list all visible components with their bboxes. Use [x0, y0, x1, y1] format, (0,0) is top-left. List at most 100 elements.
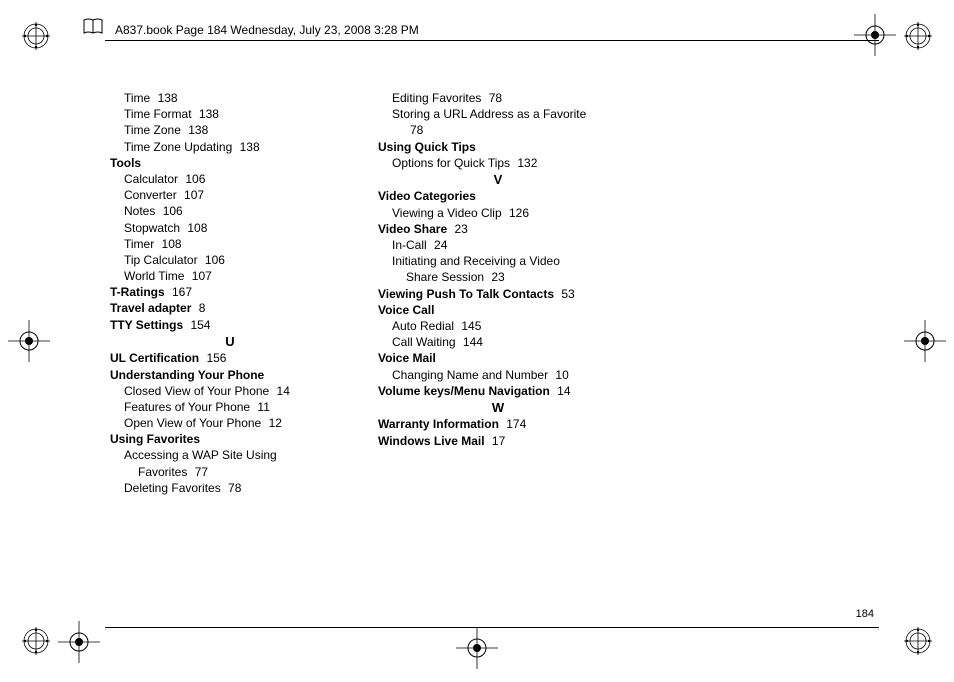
index-subentry: Editing Favorites 78 — [378, 90, 618, 106]
index-heading-text: Windows Live Mail — [378, 434, 485, 448]
index-subentry-text: Call Waiting — [392, 335, 456, 349]
index-subentry-text: Favorites — [138, 465, 187, 479]
index-heading: Travel adapter 8 — [110, 300, 350, 316]
index-page-ref: 78 — [485, 91, 502, 105]
index-heading: Video Categories — [378, 188, 618, 204]
index-page-ref: 167 — [169, 285, 192, 299]
index-subentry-text: Storing a URL Address as a Favorite — [392, 107, 586, 121]
index-heading-text: UL Certification — [110, 351, 199, 365]
index-subentry-text: Deleting Favorites — [124, 481, 221, 495]
crop-mark-mb — [456, 627, 498, 674]
index-subentry-text: Open View of Your Phone — [124, 416, 261, 430]
index-page-ref: 174 — [503, 417, 526, 431]
index-page-ref: 154 — [187, 318, 210, 332]
book-icon — [82, 18, 104, 41]
index-heading-text: Voice Call — [378, 303, 434, 317]
index-subentry-text: Time Zone — [124, 123, 181, 137]
index-page-ref: 23 — [488, 270, 505, 284]
index-heading: T-Ratings 167 — [110, 284, 350, 300]
index-subentry-text: World Time — [124, 269, 184, 283]
index-heading: Volume keys/Menu Navigation 14 — [378, 383, 618, 399]
crop-mark-tr — [904, 22, 932, 55]
index-page-ref: 138 — [154, 91, 177, 105]
index-subentry: Initiating and Receiving a Video — [378, 253, 618, 269]
index-subentry: Open View of Your Phone 12 — [110, 415, 350, 431]
index-subentry: Call Waiting 144 — [378, 334, 618, 350]
index-subentry-text: Time Zone Updating — [124, 140, 232, 154]
index-page-ref: 107 — [188, 269, 211, 283]
index-subentry: Notes 106 — [110, 203, 350, 219]
index-subentry: Viewing a Video Clip 126 — [378, 205, 618, 221]
index-subentry-text: Initiating and Receiving a Video — [392, 254, 560, 268]
index-heading: Video Share 23 — [378, 221, 618, 237]
index-heading-text: Video Categories — [378, 189, 476, 203]
index-letter: W — [378, 399, 618, 417]
index-heading: TTY Settings 154 — [110, 317, 350, 333]
index-subentry-text: Closed View of Your Phone — [124, 384, 269, 398]
index-page-ref: 106 — [202, 253, 225, 267]
index-subentry: Storing a URL Address as a Favorite — [378, 106, 618, 122]
index-heading-text: Using Favorites — [110, 432, 200, 446]
index-heading-text: Tools — [110, 156, 141, 170]
index-page-ref: 77 — [191, 465, 208, 479]
index-subentry-text: Calculator — [124, 172, 178, 186]
index-subentry-text: Options for Quick Tips — [392, 156, 510, 170]
index-subentry: Converter 107 — [110, 187, 350, 203]
index-subentry: Tip Calculator 106 — [110, 252, 350, 268]
index-page-ref: 8 — [195, 301, 205, 315]
index-page-ref: 138 — [236, 140, 259, 154]
index-subentry-text: Auto Redial — [392, 319, 454, 333]
index-page-ref: 10 — [552, 368, 569, 382]
index-heading-text: Viewing Push To Talk Contacts — [378, 287, 554, 301]
index-page-ref: 106 — [159, 204, 182, 218]
index-column-2: Editing Favorites 78Storing a URL Addres… — [378, 90, 618, 496]
index-heading: Voice Call — [378, 302, 618, 318]
index-subentry: Auto Redial 145 — [378, 318, 618, 334]
header-text: A837.book Page 184 Wednesday, July 23, 2… — [115, 23, 419, 37]
index-page-ref: 107 — [181, 188, 204, 202]
index-subentry-text: Share Session — [406, 270, 484, 284]
index-heading: UL Certification 156 — [110, 350, 350, 366]
index-subentry-text: Features of Your Phone — [124, 400, 250, 414]
index-heading-text: Travel adapter — [110, 301, 191, 315]
index-subentry: Time 138 — [110, 90, 350, 106]
index-page-ref: 53 — [558, 287, 575, 301]
index-heading: Windows Live Mail 17 — [378, 433, 618, 449]
footer-rule — [105, 627, 879, 628]
index-letter: U — [110, 333, 350, 351]
index-column-1: Time 138Time Format 138 Time Zone 138 Time… — [110, 90, 350, 496]
index-page-ref: 108 — [158, 237, 181, 251]
index-subentry: Features of Your Phone 11 — [110, 399, 350, 415]
index-page-ref: 132 — [514, 156, 537, 170]
index-page-ref: 23 — [451, 222, 468, 236]
index-page-ref: 14 — [554, 384, 571, 398]
index-subentry: Stopwatch 108 — [110, 220, 350, 236]
index-page-ref: 24 — [431, 238, 448, 252]
crop-mark-mr — [904, 320, 946, 367]
index-subentry-text: Time — [124, 91, 150, 105]
index-page-ref: 108 — [184, 221, 207, 235]
index-subentry: In-Call 24 — [378, 237, 618, 253]
index-page-ref: 126 — [506, 206, 529, 220]
index-subentry: 78 — [378, 122, 618, 138]
index-page-ref: 156 — [203, 351, 226, 365]
index-subentry-text: Changing Name and Number — [392, 368, 548, 382]
index-heading: Using Quick Tips — [378, 139, 618, 155]
index-heading: Tools — [110, 155, 350, 171]
index-subentry: Closed View of Your Phone 14 — [110, 383, 350, 399]
index-page-ref: 14 — [273, 384, 290, 398]
index-heading-text: T-Ratings — [110, 285, 165, 299]
page-number: 184 — [856, 608, 874, 620]
index-subentry-text: Time Format — [124, 107, 192, 121]
index-heading-text: Warranty Information — [378, 417, 499, 431]
index-letter: V — [378, 171, 618, 189]
index-content: Time 138Time Format 138 Time Zone 138 Time… — [110, 90, 620, 496]
index-subentry-text: Timer — [124, 237, 154, 251]
crop-mark-ml — [8, 320, 50, 367]
index-heading-text: TTY Settings — [110, 318, 183, 332]
index-subentry-text: Converter — [124, 188, 177, 202]
index-subentry-text: In-Call — [392, 238, 427, 252]
header-rule — [105, 40, 879, 41]
index-page-ref: 144 — [460, 335, 483, 349]
index-subentry: Share Session 23 — [378, 269, 618, 285]
